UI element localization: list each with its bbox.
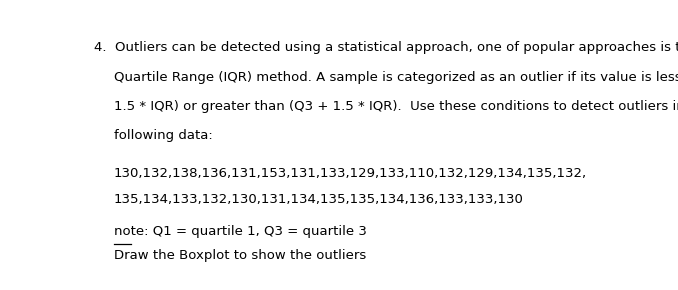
Text: following data:: following data: bbox=[114, 128, 212, 142]
Text: 1.5 * IQR) or greater than (Q3 + 1.5 * IQR).  Use these conditions to detect out: 1.5 * IQR) or greater than (Q3 + 1.5 * I… bbox=[114, 99, 678, 113]
Text: 135,134,133,132,130,131,134,135,135,134,136,133,133,130: 135,134,133,132,130,131,134,135,135,134,… bbox=[114, 193, 523, 206]
Text: 4.  Outliers can be detected using a statistical approach, one of popular approa: 4. Outliers can be detected using a stat… bbox=[94, 41, 678, 55]
Text: note: Q1 = quartile 1, Q3 = quartile 3: note: Q1 = quartile 1, Q3 = quartile 3 bbox=[114, 224, 367, 238]
Text: Quartile Range (IQR) method. A sample is categorized as an outlier if its value : Quartile Range (IQR) method. A sample is… bbox=[114, 70, 678, 84]
Text: Draw the Boxplot to show the outliers: Draw the Boxplot to show the outliers bbox=[114, 249, 366, 262]
Text: 130,132,138,136,131,153,131,133,129,133,110,132,129,134,135,132,: 130,132,138,136,131,153,131,133,129,133,… bbox=[114, 166, 586, 180]
